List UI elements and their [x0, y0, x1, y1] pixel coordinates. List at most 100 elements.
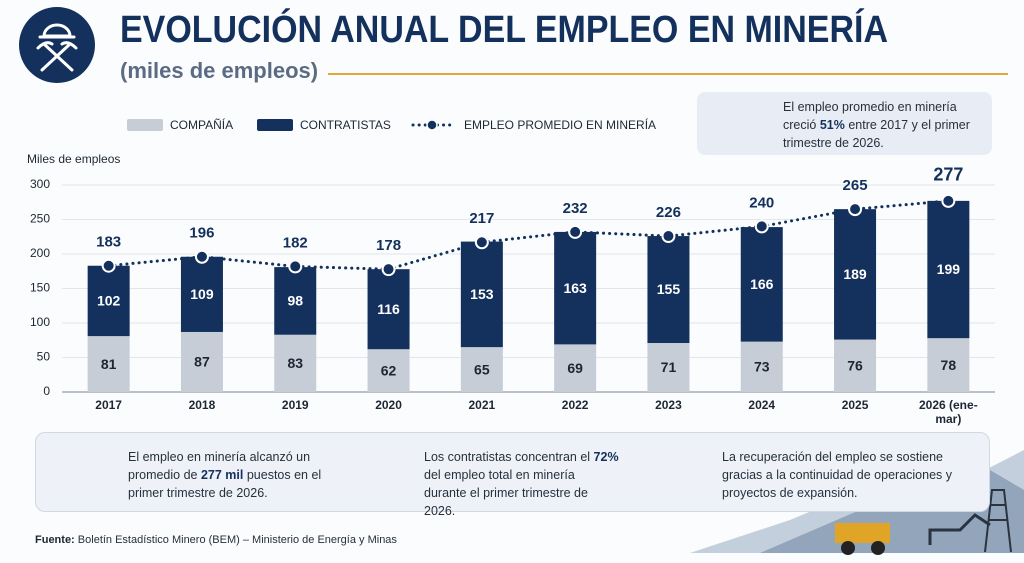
bar-segment — [274, 334, 317, 392]
segment-label: 163 — [563, 280, 587, 296]
value-label: 226 — [656, 204, 681, 221]
y-tick-label: 100 — [30, 315, 50, 329]
segment-label: 87 — [194, 354, 210, 370]
value-label: 217 — [469, 210, 494, 227]
legend-label: CONTRATISTAS — [300, 118, 391, 132]
bar-segment — [740, 227, 783, 342]
y-tick-label: 250 — [30, 212, 50, 226]
bar-segment — [460, 347, 503, 392]
line-point — [381, 262, 396, 277]
header-icon — [19, 7, 95, 83]
line-point — [661, 229, 676, 244]
legend-dot — [426, 119, 438, 131]
bar-segment — [180, 331, 223, 392]
text: El empleo promedio en minería creció — [783, 100, 957, 132]
segment-label: 65 — [474, 361, 490, 377]
segment-label: 83 — [287, 355, 303, 371]
segment-label: 166 — [750, 276, 774, 292]
bar-segment — [834, 209, 877, 340]
segment-label: 199 — [937, 261, 961, 277]
segment-label: 62 — [381, 362, 397, 378]
title: EVOLUCIÓN ANUAL DEL EMPLEO EN MINERÍA — [120, 7, 888, 51]
value-label: 265 — [843, 177, 868, 194]
text: Los contratistas concentran el — [424, 450, 594, 464]
line-point — [848, 202, 863, 217]
legend-label: EMPLEO PROMEDIO EN MINERÍA — [464, 117, 656, 132]
segment-label: 69 — [567, 360, 583, 376]
bar-segment — [87, 265, 130, 337]
callout-box — [697, 92, 992, 155]
legend-label: COMPAÑÍA — [170, 117, 233, 132]
source-label: Fuente: — [35, 534, 75, 546]
segment-label: 98 — [287, 293, 303, 309]
x-tick-label: 2024 — [748, 398, 776, 412]
x-tick-label: 2025 — [841, 398, 869, 412]
segment-label: 76 — [847, 357, 863, 373]
x-tick-label: 2019 — [281, 398, 309, 412]
segment-label: 73 — [754, 359, 770, 375]
legend-swatch — [127, 119, 163, 131]
y-tick-label: 150 — [30, 281, 50, 295]
card-text: La recuperación del empleo se sostiene g… — [722, 448, 962, 502]
highlight: 72% — [593, 450, 619, 464]
segment-label: 155 — [657, 281, 681, 297]
value-label: 182 — [283, 234, 308, 251]
line-point — [288, 259, 303, 274]
segment-label: 81 — [101, 356, 117, 372]
bar-segment — [367, 269, 410, 350]
x-tick-label: 2023 — [655, 398, 682, 412]
insights-panel — [35, 432, 990, 512]
line-point — [754, 219, 769, 234]
bar-segment — [647, 236, 690, 344]
bar-segment — [554, 344, 597, 392]
value-label: 178 — [376, 237, 401, 254]
y-tick-label: 300 — [30, 177, 50, 191]
bar-segment — [740, 341, 783, 392]
bar-segment — [927, 200, 970, 339]
line-point — [194, 249, 209, 264]
card-text: El empleo en minería alcanzó un promedio… — [128, 448, 324, 502]
y-tick-label: 50 — [37, 350, 51, 364]
x-tick-label: 2020 — [375, 398, 402, 412]
text: del empleo total en minería durante el p… — [424, 468, 588, 518]
highlight: 277 mil — [200, 468, 244, 482]
subtitle: (miles de empleos) — [120, 58, 318, 83]
x-tick-label: 2017 — [95, 398, 122, 412]
y-axis-label: Miles de empleos — [27, 152, 120, 166]
source: Fuente: Boletín Estadístico Minero (BEM)… — [35, 534, 397, 546]
text: La recuperación del empleo se sostiene g… — [722, 450, 953, 500]
value-label: 232 — [563, 200, 588, 217]
y-tick-label: 0 — [43, 384, 50, 398]
source-text: Boletín Estadístico Minero (BEM) – Minis… — [77, 534, 397, 546]
legend-swatch — [257, 119, 293, 131]
segment-label: 116 — [377, 301, 400, 317]
x-tick-label: 2026 (ene-mar) — [918, 398, 978, 426]
header-icon-glyph — [36, 23, 78, 72]
value-label: 240 — [749, 194, 774, 211]
bar-segment — [554, 231, 597, 345]
text: puestos en el primer trimestre de 2026. — [128, 468, 322, 500]
bar-segment — [367, 349, 410, 392]
highlight: 51% — [819, 118, 845, 132]
segment-label: 109 — [190, 286, 214, 302]
segment-label: 189 — [843, 266, 867, 282]
value-label: 277 — [933, 165, 963, 185]
x-tick-label: 2021 — [468, 398, 496, 412]
bar-segment — [180, 256, 223, 332]
line-point — [101, 258, 116, 273]
segment-label: 71 — [661, 359, 677, 375]
line — [107, 199, 950, 271]
text: El empleo en minería alcanzó un promedio… — [128, 450, 311, 482]
value-label: 183 — [96, 234, 121, 251]
card-text: Los contratistas concentran el 72% del e… — [424, 448, 620, 520]
x-tick-label: 2018 — [188, 398, 216, 412]
bar-segment — [460, 241, 503, 348]
value-label: 196 — [189, 225, 214, 242]
x-tick-label: 2022 — [561, 398, 589, 412]
segment-label: 78 — [941, 357, 957, 373]
bar-segment — [647, 343, 690, 392]
line-point — [474, 235, 489, 250]
segment-label: 153 — [470, 286, 494, 302]
line-point — [568, 224, 583, 239]
